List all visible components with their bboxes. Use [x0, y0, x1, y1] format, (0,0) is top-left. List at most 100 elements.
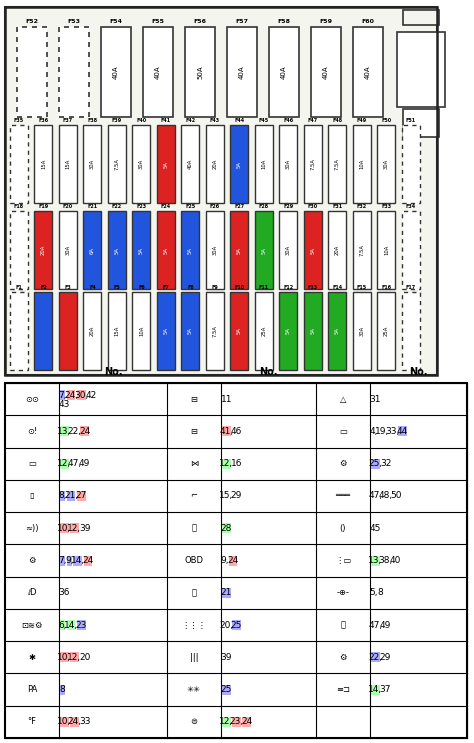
- Text: 7.5A: 7.5A: [212, 325, 218, 337]
- Bar: [60, 491, 65, 501]
- Text: F22: F22: [112, 204, 122, 209]
- Bar: [353, 211, 371, 289]
- Text: 24: 24: [228, 556, 239, 565]
- Text: F21: F21: [87, 204, 98, 209]
- Bar: [371, 652, 380, 662]
- Text: F43: F43: [210, 118, 220, 123]
- Text: F45: F45: [259, 118, 269, 123]
- Bar: [59, 292, 77, 370]
- Text: 30A: 30A: [65, 245, 71, 255]
- Text: 7,: 7,: [58, 391, 67, 400]
- Bar: [397, 32, 445, 107]
- Text: F4: F4: [89, 285, 96, 290]
- Text: F11: F11: [259, 285, 269, 290]
- Bar: [304, 125, 322, 203]
- Text: F58: F58: [277, 19, 291, 24]
- Bar: [10, 211, 28, 289]
- Bar: [17, 27, 47, 117]
- Text: 40A: 40A: [365, 65, 371, 79]
- Bar: [73, 556, 82, 565]
- Text: F17: F17: [406, 285, 416, 290]
- Text: 10,: 10,: [57, 653, 72, 662]
- Text: F23: F23: [137, 204, 146, 209]
- Bar: [403, 10, 439, 25]
- Text: 5A: 5A: [164, 160, 168, 167]
- Bar: [10, 125, 28, 203]
- Bar: [60, 652, 69, 662]
- Text: 24,: 24,: [67, 717, 82, 727]
- Text: 12,: 12,: [219, 717, 233, 727]
- Text: F44: F44: [235, 118, 245, 123]
- Bar: [280, 292, 298, 370]
- Text: 7.5A: 7.5A: [335, 158, 340, 170]
- Text: 44: 44: [397, 427, 408, 436]
- Text: 40A: 40A: [155, 65, 161, 79]
- Text: 15,: 15,: [219, 491, 234, 501]
- Bar: [60, 523, 69, 533]
- Text: F6: F6: [138, 285, 145, 290]
- Text: F16: F16: [382, 285, 392, 290]
- Text: 25: 25: [221, 685, 232, 694]
- Text: 8: 8: [378, 588, 383, 597]
- Text: 37: 37: [380, 685, 391, 694]
- Text: ⅈD: ⅈD: [27, 588, 37, 597]
- Text: 25,: 25,: [368, 459, 383, 468]
- Bar: [35, 292, 53, 370]
- Text: 33,: 33,: [385, 427, 400, 436]
- Text: 8,: 8,: [58, 491, 67, 501]
- Text: F56: F56: [193, 19, 207, 24]
- Text: F25: F25: [185, 204, 196, 209]
- Text: 25A: 25A: [384, 326, 389, 336]
- Text: 38,: 38,: [378, 556, 392, 565]
- Bar: [269, 27, 299, 117]
- Text: 5A: 5A: [335, 328, 340, 334]
- Bar: [108, 292, 126, 370]
- Bar: [77, 390, 86, 400]
- Text: 4,: 4,: [370, 427, 378, 436]
- Text: F15: F15: [357, 285, 367, 290]
- Text: ⊟: ⊟: [191, 427, 198, 436]
- Text: F7: F7: [163, 285, 169, 290]
- Text: 50: 50: [390, 491, 401, 501]
- Bar: [311, 27, 341, 117]
- Bar: [222, 684, 231, 695]
- Bar: [377, 211, 395, 289]
- Text: ⋮⋮⋮: ⋮⋮⋮: [182, 620, 207, 629]
- Text: 30A: 30A: [359, 326, 365, 336]
- Text: 5,: 5,: [369, 588, 378, 597]
- Bar: [402, 125, 420, 203]
- Bar: [280, 125, 298, 203]
- Bar: [157, 211, 175, 289]
- Text: PA: PA: [27, 685, 37, 694]
- Bar: [83, 556, 92, 565]
- Text: 13,: 13,: [57, 427, 72, 436]
- Text: 21,: 21,: [64, 491, 78, 501]
- Text: 24: 24: [241, 717, 252, 727]
- Text: ℊ: ℊ: [340, 620, 346, 629]
- Text: 36: 36: [59, 588, 70, 597]
- Text: 14,: 14,: [71, 556, 85, 565]
- Text: F14: F14: [332, 285, 343, 290]
- Text: F57: F57: [236, 19, 248, 24]
- Text: 41,: 41,: [219, 427, 233, 436]
- Text: F46: F46: [283, 118, 293, 123]
- Text: F41: F41: [161, 118, 171, 123]
- Text: F8: F8: [187, 285, 194, 290]
- Bar: [230, 125, 248, 203]
- Text: 12,: 12,: [57, 459, 72, 468]
- Text: ⚙: ⚙: [339, 459, 347, 468]
- Text: F1: F1: [16, 285, 22, 290]
- Bar: [157, 292, 175, 370]
- Text: 12,: 12,: [67, 653, 82, 662]
- Text: ⋈: ⋈: [190, 459, 198, 468]
- Bar: [232, 620, 241, 630]
- Text: ✳✳: ✳✳: [187, 685, 201, 694]
- Text: △: △: [340, 395, 346, 403]
- Text: 11: 11: [220, 395, 232, 403]
- Text: F37: F37: [63, 118, 73, 123]
- Bar: [255, 211, 273, 289]
- Text: 12,: 12,: [67, 524, 82, 533]
- Text: 5A: 5A: [115, 247, 119, 253]
- Bar: [67, 620, 75, 630]
- Text: 8: 8: [60, 685, 65, 694]
